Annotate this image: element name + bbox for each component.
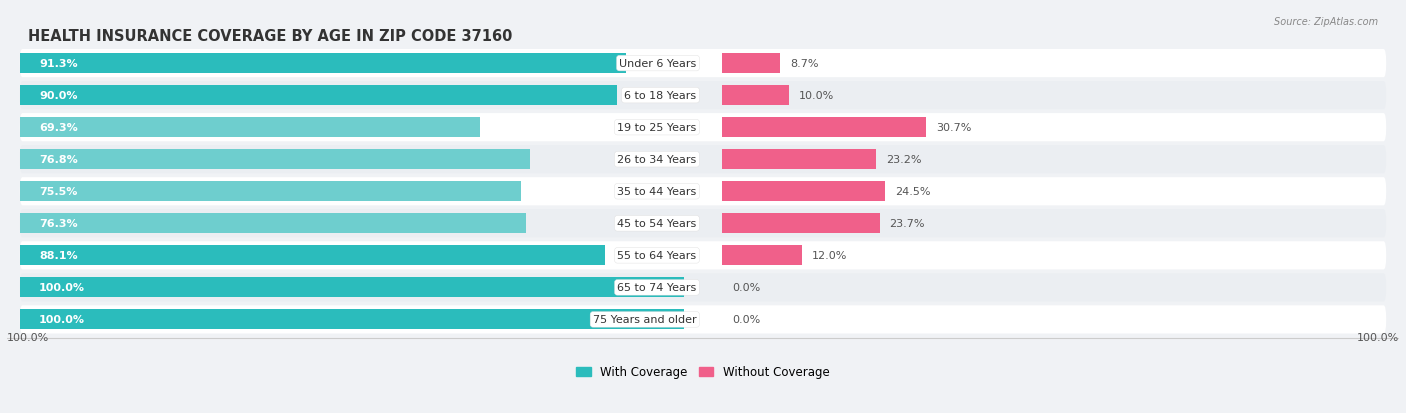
Bar bbox=[723, 86, 789, 106]
Text: 6 to 18 Years: 6 to 18 Years bbox=[624, 91, 696, 101]
FancyBboxPatch shape bbox=[20, 242, 1386, 270]
Text: 76.3%: 76.3% bbox=[39, 219, 77, 229]
Bar bbox=[20, 182, 522, 202]
Text: 0.0%: 0.0% bbox=[733, 315, 761, 325]
Text: 91.3%: 91.3% bbox=[39, 59, 77, 69]
Bar bbox=[20, 150, 530, 170]
Bar bbox=[723, 246, 801, 266]
Text: 100.0%: 100.0% bbox=[39, 315, 86, 325]
Text: 65 to 74 Years: 65 to 74 Years bbox=[617, 282, 696, 293]
Text: 75.5%: 75.5% bbox=[39, 187, 77, 197]
Bar bbox=[723, 54, 780, 74]
Text: 69.3%: 69.3% bbox=[39, 123, 77, 133]
Bar bbox=[723, 214, 880, 234]
Text: 10.0%: 10.0% bbox=[799, 91, 834, 101]
Text: 90.0%: 90.0% bbox=[39, 91, 77, 101]
Bar bbox=[20, 278, 683, 298]
Text: 76.8%: 76.8% bbox=[39, 155, 77, 165]
Text: 19 to 25 Years: 19 to 25 Years bbox=[617, 123, 696, 133]
Bar bbox=[20, 86, 617, 106]
Text: 26 to 34 Years: 26 to 34 Years bbox=[617, 155, 696, 165]
Bar bbox=[20, 214, 526, 234]
Legend: With Coverage, Without Coverage: With Coverage, Without Coverage bbox=[572, 361, 834, 383]
Text: Source: ZipAtlas.com: Source: ZipAtlas.com bbox=[1274, 17, 1378, 26]
Text: 8.7%: 8.7% bbox=[790, 59, 818, 69]
Text: 23.2%: 23.2% bbox=[886, 155, 921, 165]
FancyBboxPatch shape bbox=[20, 178, 1386, 206]
Text: 35 to 44 Years: 35 to 44 Years bbox=[617, 187, 696, 197]
Text: 75 Years and older: 75 Years and older bbox=[593, 315, 696, 325]
FancyBboxPatch shape bbox=[20, 306, 1386, 334]
Text: 12.0%: 12.0% bbox=[811, 251, 846, 261]
FancyBboxPatch shape bbox=[20, 273, 1386, 302]
Text: 0.0%: 0.0% bbox=[733, 282, 761, 293]
Text: 23.7%: 23.7% bbox=[890, 219, 925, 229]
Text: 100.0%: 100.0% bbox=[39, 282, 86, 293]
Bar bbox=[20, 118, 479, 138]
Bar bbox=[723, 118, 927, 138]
Bar bbox=[723, 150, 876, 170]
Text: 100.0%: 100.0% bbox=[7, 333, 49, 343]
FancyBboxPatch shape bbox=[20, 82, 1386, 110]
Text: 55 to 64 Years: 55 to 64 Years bbox=[617, 251, 696, 261]
Text: 45 to 54 Years: 45 to 54 Years bbox=[617, 219, 696, 229]
Bar bbox=[20, 54, 626, 74]
FancyBboxPatch shape bbox=[20, 146, 1386, 174]
FancyBboxPatch shape bbox=[20, 210, 1386, 238]
Bar bbox=[20, 310, 683, 330]
FancyBboxPatch shape bbox=[20, 50, 1386, 78]
Text: 100.0%: 100.0% bbox=[1357, 333, 1399, 343]
Text: HEALTH INSURANCE COVERAGE BY AGE IN ZIP CODE 37160: HEALTH INSURANCE COVERAGE BY AGE IN ZIP … bbox=[28, 29, 513, 44]
Bar bbox=[20, 246, 605, 266]
Text: Under 6 Years: Under 6 Years bbox=[619, 59, 696, 69]
Bar bbox=[723, 182, 884, 202]
Text: 88.1%: 88.1% bbox=[39, 251, 77, 261]
Text: 30.7%: 30.7% bbox=[936, 123, 972, 133]
Text: 24.5%: 24.5% bbox=[894, 187, 931, 197]
FancyBboxPatch shape bbox=[20, 114, 1386, 142]
